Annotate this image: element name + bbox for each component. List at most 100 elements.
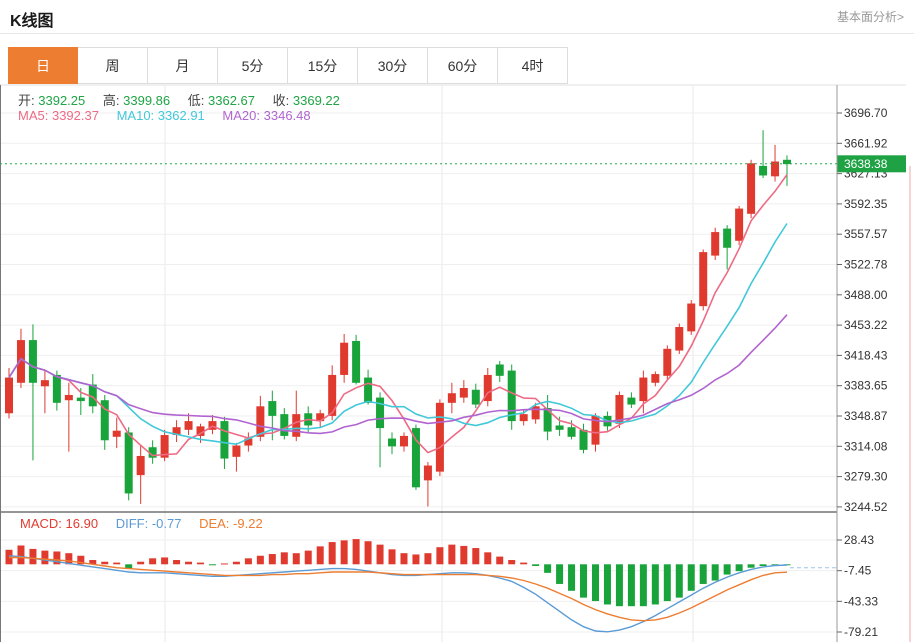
candle-body bbox=[76, 397, 85, 402]
ma5-value: 3392.37 bbox=[51, 108, 99, 123]
candle-body bbox=[28, 340, 37, 383]
macd-bar bbox=[424, 553, 432, 565]
macd-bar bbox=[376, 544, 384, 565]
price-axis-label: 3522.78 bbox=[844, 258, 888, 272]
header-divider bbox=[0, 33, 914, 34]
ma10-line bbox=[8, 223, 788, 446]
price-axis-label: 3348.87 bbox=[844, 409, 888, 423]
candle-body bbox=[543, 408, 552, 432]
ma20-value: 3346.48 bbox=[263, 108, 311, 123]
price-axis-label: 3418.43 bbox=[844, 348, 888, 362]
candle-body bbox=[711, 232, 720, 256]
macd-bar bbox=[161, 557, 169, 565]
macd-bar bbox=[65, 553, 73, 565]
macd-axis-label: -7.45 bbox=[844, 564, 872, 578]
candle-body bbox=[52, 374, 61, 403]
candle-body bbox=[376, 397, 385, 429]
macd-bar bbox=[711, 564, 719, 581]
candle-body bbox=[5, 377, 13, 414]
macd-bar bbox=[137, 561, 145, 565]
candle-body bbox=[435, 402, 444, 472]
dea-line bbox=[9, 556, 788, 622]
macd-bar bbox=[448, 544, 456, 565]
macd-bar bbox=[352, 539, 360, 565]
macd-bar bbox=[220, 563, 228, 565]
low-label: 低: bbox=[187, 93, 205, 108]
close-label: 收: bbox=[272, 93, 290, 108]
candle-body bbox=[244, 438, 253, 446]
ma20-label: MA20: bbox=[222, 108, 260, 123]
tab-4hour[interactable]: 4时 bbox=[498, 47, 568, 84]
macd-axis-label: 28.43 bbox=[844, 533, 874, 547]
candle-body bbox=[352, 340, 361, 383]
candle-body bbox=[747, 163, 756, 214]
candle-body bbox=[64, 394, 73, 401]
candle-body bbox=[771, 161, 780, 177]
macd-bar bbox=[316, 546, 324, 565]
candle-body bbox=[567, 427, 576, 437]
macd-bar bbox=[496, 556, 504, 565]
scrollbar-artifact bbox=[909, 166, 911, 642]
candle-body bbox=[100, 400, 109, 441]
candle-body bbox=[112, 430, 121, 437]
candle-body bbox=[483, 374, 492, 402]
candle-body bbox=[280, 414, 289, 436]
price-axis-label: 3314.08 bbox=[844, 439, 888, 453]
macd-bar bbox=[173, 560, 181, 565]
candle-body bbox=[471, 389, 480, 405]
candle-body bbox=[184, 421, 193, 430]
price-axis-label: 3592.35 bbox=[844, 197, 888, 211]
candle-body bbox=[639, 377, 648, 402]
candle-body bbox=[232, 445, 241, 457]
fundamental-analysis-link[interactable]: 基本面分析> bbox=[836, 10, 904, 24]
diff-line bbox=[8, 555, 788, 633]
macd-bar bbox=[17, 545, 25, 565]
macd-bar bbox=[412, 554, 420, 565]
tab-day[interactable]: 日 bbox=[8, 47, 78, 84]
candle-body bbox=[627, 397, 636, 405]
macd-bar bbox=[460, 545, 468, 565]
candle-body bbox=[519, 414, 528, 422]
candle-body bbox=[423, 465, 432, 481]
macd-bar bbox=[771, 564, 779, 566]
candle-body bbox=[328, 374, 337, 416]
macd-bar bbox=[723, 564, 731, 575]
diff-value: -0.77 bbox=[151, 516, 182, 531]
macd-bar bbox=[747, 564, 755, 568]
tab-30min[interactable]: 30分 bbox=[358, 47, 428, 84]
macd-bar bbox=[292, 553, 300, 565]
candle-body bbox=[148, 447, 157, 458]
candle-body bbox=[447, 393, 456, 403]
candle-body bbox=[531, 406, 540, 420]
macd-bar bbox=[185, 561, 193, 565]
current-price-tag bbox=[837, 155, 906, 173]
price-axis-label: 3244.52 bbox=[844, 500, 888, 514]
tab-week[interactable]: 周 bbox=[78, 47, 148, 84]
macd-bar bbox=[532, 564, 540, 567]
candle-body bbox=[687, 303, 696, 332]
candle-body bbox=[16, 340, 25, 383]
macd-label: MACD: bbox=[20, 516, 62, 531]
macd-bar bbox=[484, 552, 492, 565]
tab-5min[interactable]: 5分 bbox=[218, 47, 288, 84]
macd-bar bbox=[364, 541, 372, 565]
candle-body bbox=[340, 342, 349, 375]
macd-bar bbox=[89, 560, 97, 565]
macd-bar bbox=[268, 554, 276, 565]
macd-bar bbox=[639, 564, 647, 607]
tab-60min[interactable]: 60分 bbox=[428, 47, 498, 84]
macd-bar bbox=[580, 564, 588, 598]
tab-15min[interactable]: 15分 bbox=[288, 47, 358, 84]
high-label: 高: bbox=[102, 93, 120, 108]
macd-bar bbox=[627, 564, 635, 607]
ohlc-row: 开: 3392.25 高: 3399.86 低: 3362.67 收: 3369… bbox=[18, 90, 340, 109]
macd-bar bbox=[53, 551, 61, 565]
candle-body bbox=[364, 377, 373, 403]
candle-body bbox=[268, 401, 277, 416]
candle-body bbox=[292, 414, 301, 437]
candle-body bbox=[136, 455, 145, 476]
candle-body bbox=[783, 159, 791, 165]
candle-body bbox=[651, 374, 660, 383]
tab-month[interactable]: 月 bbox=[148, 47, 218, 84]
